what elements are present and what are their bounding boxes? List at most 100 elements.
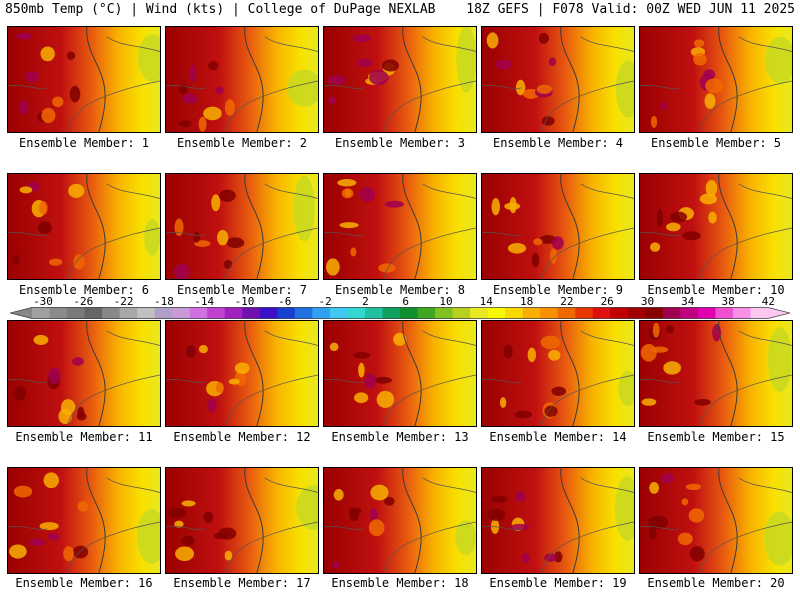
colorbar-tick-label: -22 (113, 295, 134, 308)
colorbar-swatch (119, 307, 138, 319)
map-title: 850mb Temp (°C) | Wind (kts) | College o… (5, 2, 436, 17)
ensemble-member-map (323, 467, 477, 574)
ensemble-member-label: Ensemble Member: 18 (331, 576, 469, 590)
temperature-colorbar (10, 307, 790, 319)
colorbar-tick-label: 14 (479, 295, 493, 308)
ensemble-member-map (323, 26, 477, 133)
colorbar-swatch (540, 307, 559, 319)
ensemble-member-label: Ensemble Member: 20 (647, 576, 785, 590)
colorbar-swatch (259, 307, 278, 319)
colorbar-swatch (575, 307, 594, 319)
colorbar-swatch (750, 307, 769, 319)
colorbar-swatch (452, 307, 471, 319)
ensemble-member-map (7, 26, 161, 133)
ensemble-member-map (481, 26, 635, 133)
colorbar-tick-label: 22 (560, 295, 574, 308)
ensemble-member-map (7, 173, 161, 280)
ensemble-member-label: Ensemble Member: 14 (489, 430, 627, 444)
ensemble-member-label: Ensemble Member: 2 (176, 136, 308, 150)
ensemble-member-label: Ensemble Member: 19 (489, 576, 627, 590)
run-info: 18Z GEFS | F078 Valid: 00Z WED JUN 11 20… (466, 2, 795, 17)
colorbar-tick-label: 18 (519, 295, 534, 308)
colorbar-swatch (242, 307, 261, 319)
ensemble-member-map (323, 173, 477, 280)
colorbar-swatch (364, 307, 383, 319)
colorbar-swatch (680, 307, 699, 319)
ensemble-member-map (481, 173, 635, 280)
ensemble-member-label: Ensemble Member: 7 (176, 283, 308, 297)
colorbar-swatch (347, 307, 366, 319)
ensemble-member-map (481, 467, 635, 574)
ensemble-member-label: Ensemble Member: 13 (331, 430, 469, 444)
ensemble-member-label: Ensemble Member: 10 (647, 283, 785, 297)
ensemble-member-map (639, 320, 793, 427)
colorbar-swatch (32, 307, 51, 319)
ensemble-member-map (639, 26, 793, 133)
ensemble-member-label: Ensemble Member: 11 (15, 430, 153, 444)
colorbar-tick-label: -30 (33, 295, 53, 308)
colorbar-swatch (102, 307, 121, 319)
colorbar-swatch (505, 307, 524, 319)
colorbar-swatch (627, 307, 646, 319)
colorbar-tick-label: 26 (600, 295, 614, 308)
colorbar-swatch (645, 307, 664, 319)
colorbar-tick-label: -2 (318, 295, 332, 308)
colorbar-swatch (522, 307, 541, 319)
colorbar-tick-label: -10 (234, 295, 255, 308)
colorbar-swatch (400, 307, 419, 319)
colorbar-swatch (715, 307, 734, 319)
colorbar-swatch (592, 307, 611, 319)
colorbar-tick-label: 30 (640, 295, 655, 308)
colorbar-swatch (697, 307, 716, 319)
colorbar-swatch (435, 307, 454, 319)
ensemble-member-map (165, 467, 319, 574)
colorbar-tick-label: 42 (761, 295, 776, 308)
ensemble-member-label: Ensemble Member: 6 (18, 283, 150, 297)
colorbar-swatch (417, 307, 436, 319)
colorbar-swatch (329, 307, 348, 319)
colorbar-tick-label: 2 (362, 295, 369, 308)
colorbar-tick-label: 34 (681, 295, 695, 308)
ensemble-member-map (165, 173, 319, 280)
ensemble-member-label: Ensemble Member: 1 (18, 136, 150, 150)
colorbar-tick-label: -14 (194, 295, 215, 308)
colorbar-swatch (294, 307, 313, 319)
colorbar-swatch (557, 307, 576, 319)
colorbar-swatch (312, 307, 331, 319)
ensemble-member-label: Ensemble Member: 15 (647, 430, 785, 444)
colorbar-swatch (610, 307, 629, 319)
colorbar-swatch (662, 307, 681, 319)
ensemble-member-label: Ensemble Member: 12 (173, 430, 311, 444)
colorbar-tick-label: -26 (73, 295, 94, 308)
colorbar-swatch (470, 307, 489, 319)
colorbar-swatch (382, 307, 401, 319)
colorbar-tick-label: 38 (721, 295, 735, 308)
ensemble-member-label: Ensemble Member: 5 (650, 136, 782, 150)
colorbar-swatch (732, 307, 751, 319)
colorbar-swatch (49, 307, 68, 319)
ensemble-member-label: Ensemble Member: 3 (334, 136, 466, 150)
ensemble-member-label: Ensemble Member: 4 (492, 136, 624, 150)
ensemble-member-map (639, 173, 793, 280)
colorbar-swatch (207, 307, 226, 319)
colorbar-tick-label: 10 (439, 295, 453, 308)
ensemble-member-map (165, 320, 319, 427)
colorbar-swatch (224, 307, 243, 319)
ensemble-member-map (7, 467, 161, 574)
colorbar-swatch (172, 307, 191, 319)
colorbar-right-arrow (768, 307, 790, 319)
colorbar-swatch (137, 307, 156, 319)
colorbar-swatch (189, 307, 208, 319)
colorbar-tick-label: 6 (402, 295, 409, 308)
colorbar-swatch (67, 307, 86, 319)
colorbar-swatch (154, 307, 173, 319)
ensemble-member-map (7, 320, 161, 427)
ensemble-member-label: Ensemble Member: 17 (173, 576, 311, 590)
ensemble-member-label: Ensemble Member: 8 (334, 283, 466, 297)
ensemble-member-map (639, 467, 793, 574)
colorbar-swatch (84, 307, 103, 319)
colorbar-tick-label: -6 (278, 295, 292, 308)
ensemble-member-label: Ensemble Member: 9 (492, 283, 624, 297)
ensemble-member-label: Ensemble Member: 16 (15, 576, 153, 590)
colorbar-swatch (487, 307, 506, 319)
